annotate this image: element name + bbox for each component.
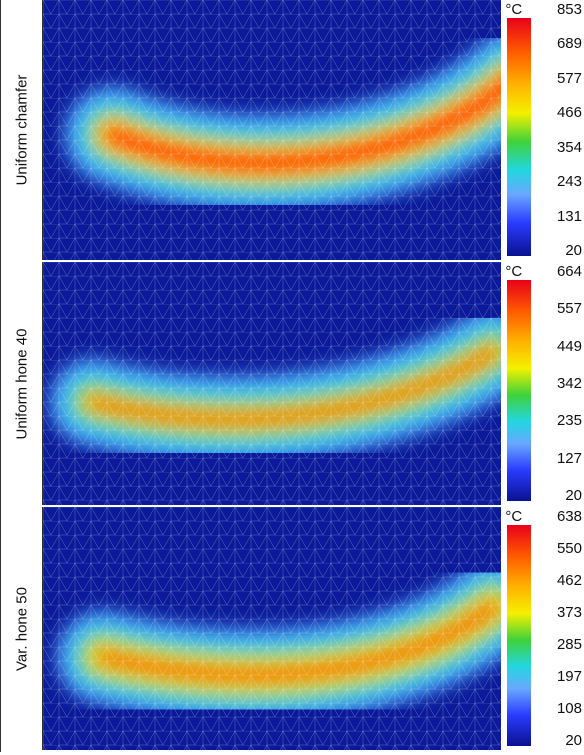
colorbar-gradient	[507, 280, 532, 501]
field-image	[43, 0, 562, 260]
colorbar-tick-label: 638	[556, 508, 582, 525]
label-column: Uniform chamfer	[1, 0, 44, 260]
colorbar: °C 664 557 449 342 235 127 20	[501, 262, 584, 505]
colorbar-tick-label: 235	[556, 412, 582, 430]
colorbar-tick-label: 689	[556, 35, 582, 53]
colorbar-tick-label: 550	[556, 540, 582, 557]
colorbar-ticks: 664 557 449 342 235 127 20	[539, 263, 582, 505]
colorbar-gradient	[507, 525, 532, 746]
colorbar: °C 638 550 462 373 285 197 108 20	[501, 507, 584, 750]
panel: Uniform chamfer °C 853 689 577 466 354 243 131 20	[1, 0, 584, 262]
colorbar-tick-label: 466	[556, 104, 582, 122]
colorbar-tick-label: 449	[556, 337, 582, 355]
colorbar-tick-label: 577	[556, 69, 582, 87]
colorbar-unit: °C	[505, 508, 523, 525]
colorbar-tick-label: 853	[556, 1, 582, 18]
temperature-field	[43, 0, 562, 260]
colorbar-tick-label: 20	[565, 241, 582, 259]
field-image	[43, 507, 540, 750]
colorbar-gradient	[507, 18, 532, 256]
colorbar-tick-label: 557	[556, 300, 582, 318]
colorbar-tick-label: 108	[556, 700, 582, 717]
colorbar-tick-label: 342	[556, 374, 582, 392]
label-column: Var. hone 50	[1, 507, 44, 750]
colorbar-tick-label: 243	[556, 173, 582, 191]
colorbar-tick-label: 20	[565, 732, 582, 749]
colorbar-tick-label: 354	[556, 138, 582, 156]
panel-label: Uniform chamfer	[13, 74, 31, 186]
colorbar-tick-label: 127	[556, 449, 582, 467]
colorbar-tick-label: 664	[556, 263, 582, 280]
panel: Var. hone 50 °C 638 550 462 373 285 197 108 20	[1, 507, 584, 752]
colorbar-tick-label: 20	[565, 486, 582, 504]
colorbar-tick-label: 373	[556, 604, 582, 621]
field-image	[43, 262, 537, 505]
label-column: Uniform hone 40	[1, 262, 44, 505]
colorbar-tick-label: 131	[556, 207, 582, 225]
colorbar-unit: °C	[505, 1, 523, 18]
panel: Uniform hone 40 °C 664 557 449 342 235 127 20	[1, 262, 584, 507]
colorbar-tick-label: 462	[556, 572, 582, 589]
panel-label: Uniform hone 40	[13, 328, 31, 439]
temperature-field	[43, 262, 537, 505]
temperature-field	[43, 507, 540, 750]
colorbar-tick-label: 285	[556, 636, 582, 653]
colorbar-ticks: 853 689 577 466 354 243 131 20	[539, 1, 582, 260]
colorbar-ticks: 638 550 462 373 285 197 108 20	[539, 508, 582, 750]
panel-label: Var. hone 50	[13, 586, 31, 671]
colorbar: °C 853 689 577 466 354 243 131 20	[501, 0, 584, 260]
colorbar-unit: °C	[505, 263, 523, 280]
colorbar-tick-label: 197	[556, 668, 582, 685]
